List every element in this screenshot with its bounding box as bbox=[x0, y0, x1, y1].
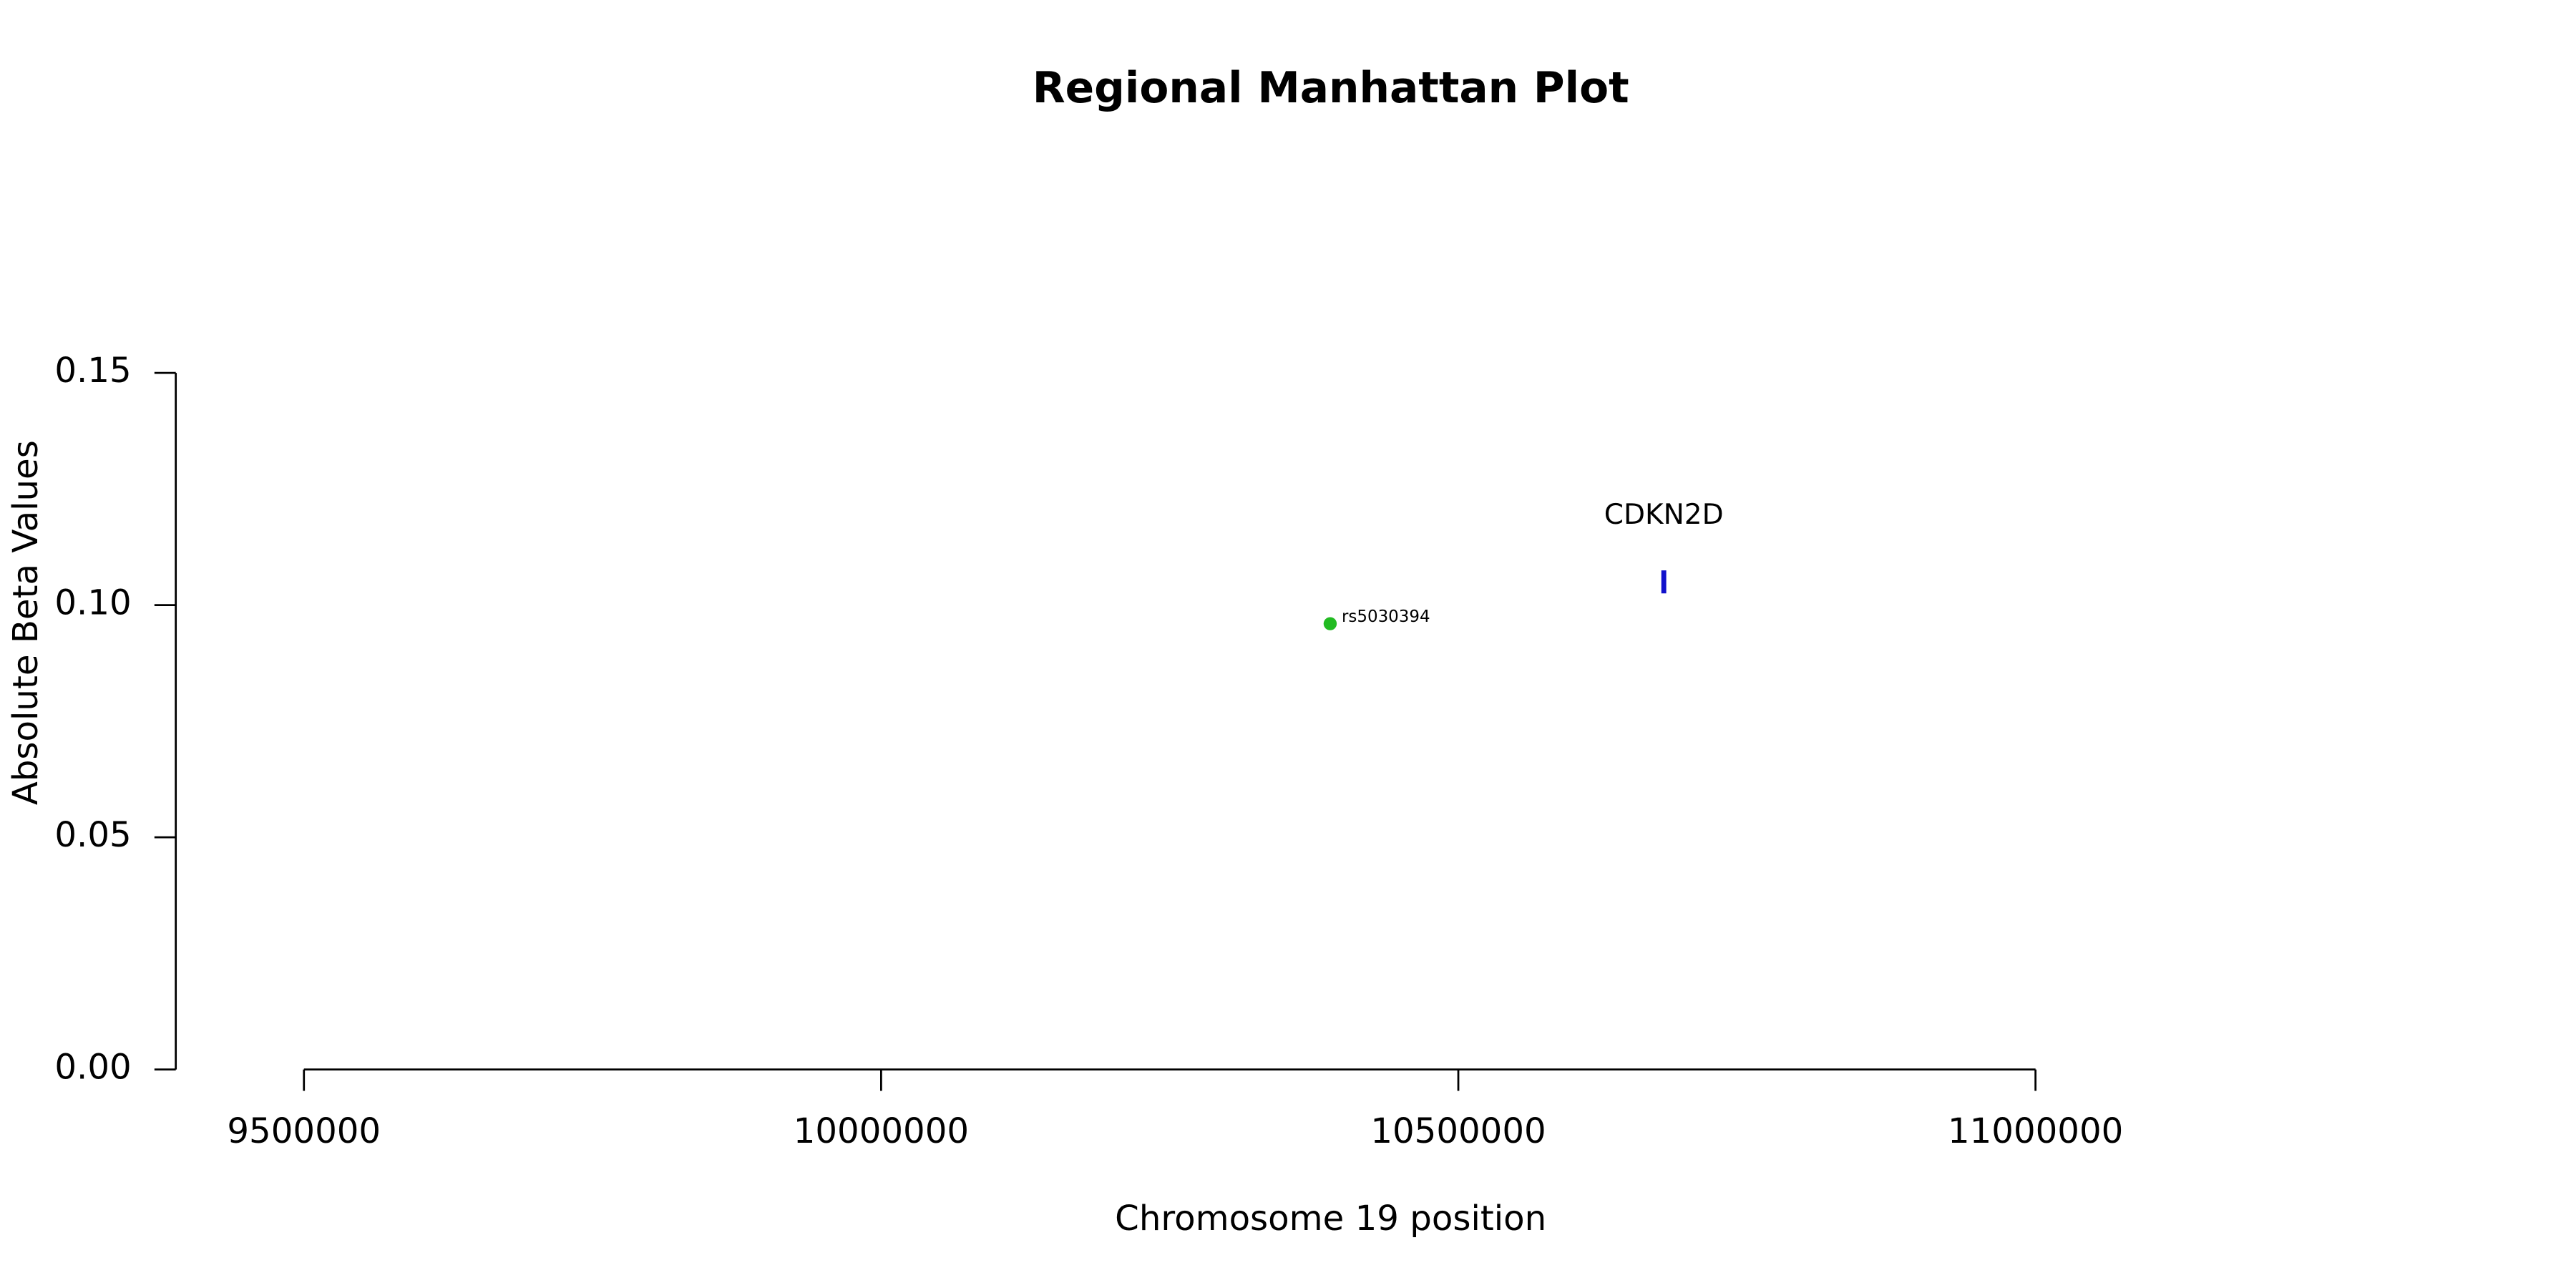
snp-label: rs5030394 bbox=[1342, 608, 1430, 626]
y-tick-label: 0.15 bbox=[54, 351, 131, 391]
y-tick-label: 0.05 bbox=[54, 815, 131, 855]
y-axis-label: Absolute Beta Values bbox=[6, 440, 46, 805]
x-tick-label: 11000000 bbox=[1948, 1111, 2123, 1151]
y-tick-label: 0.00 bbox=[54, 1048, 131, 1088]
x-tick-label: 10500000 bbox=[1370, 1111, 1546, 1151]
chart-title: Regional Manhattan Plot bbox=[1033, 64, 1629, 113]
y-tick-label: 0.10 bbox=[54, 583, 131, 623]
x-tick-label: 10000000 bbox=[794, 1111, 969, 1151]
snp-point bbox=[1323, 617, 1337, 630]
gene-label: CDKN2D bbox=[1604, 499, 1724, 531]
x-tick-label: 9500000 bbox=[227, 1111, 381, 1151]
x-axis-label: Chromosome 19 position bbox=[1115, 1199, 1546, 1239]
